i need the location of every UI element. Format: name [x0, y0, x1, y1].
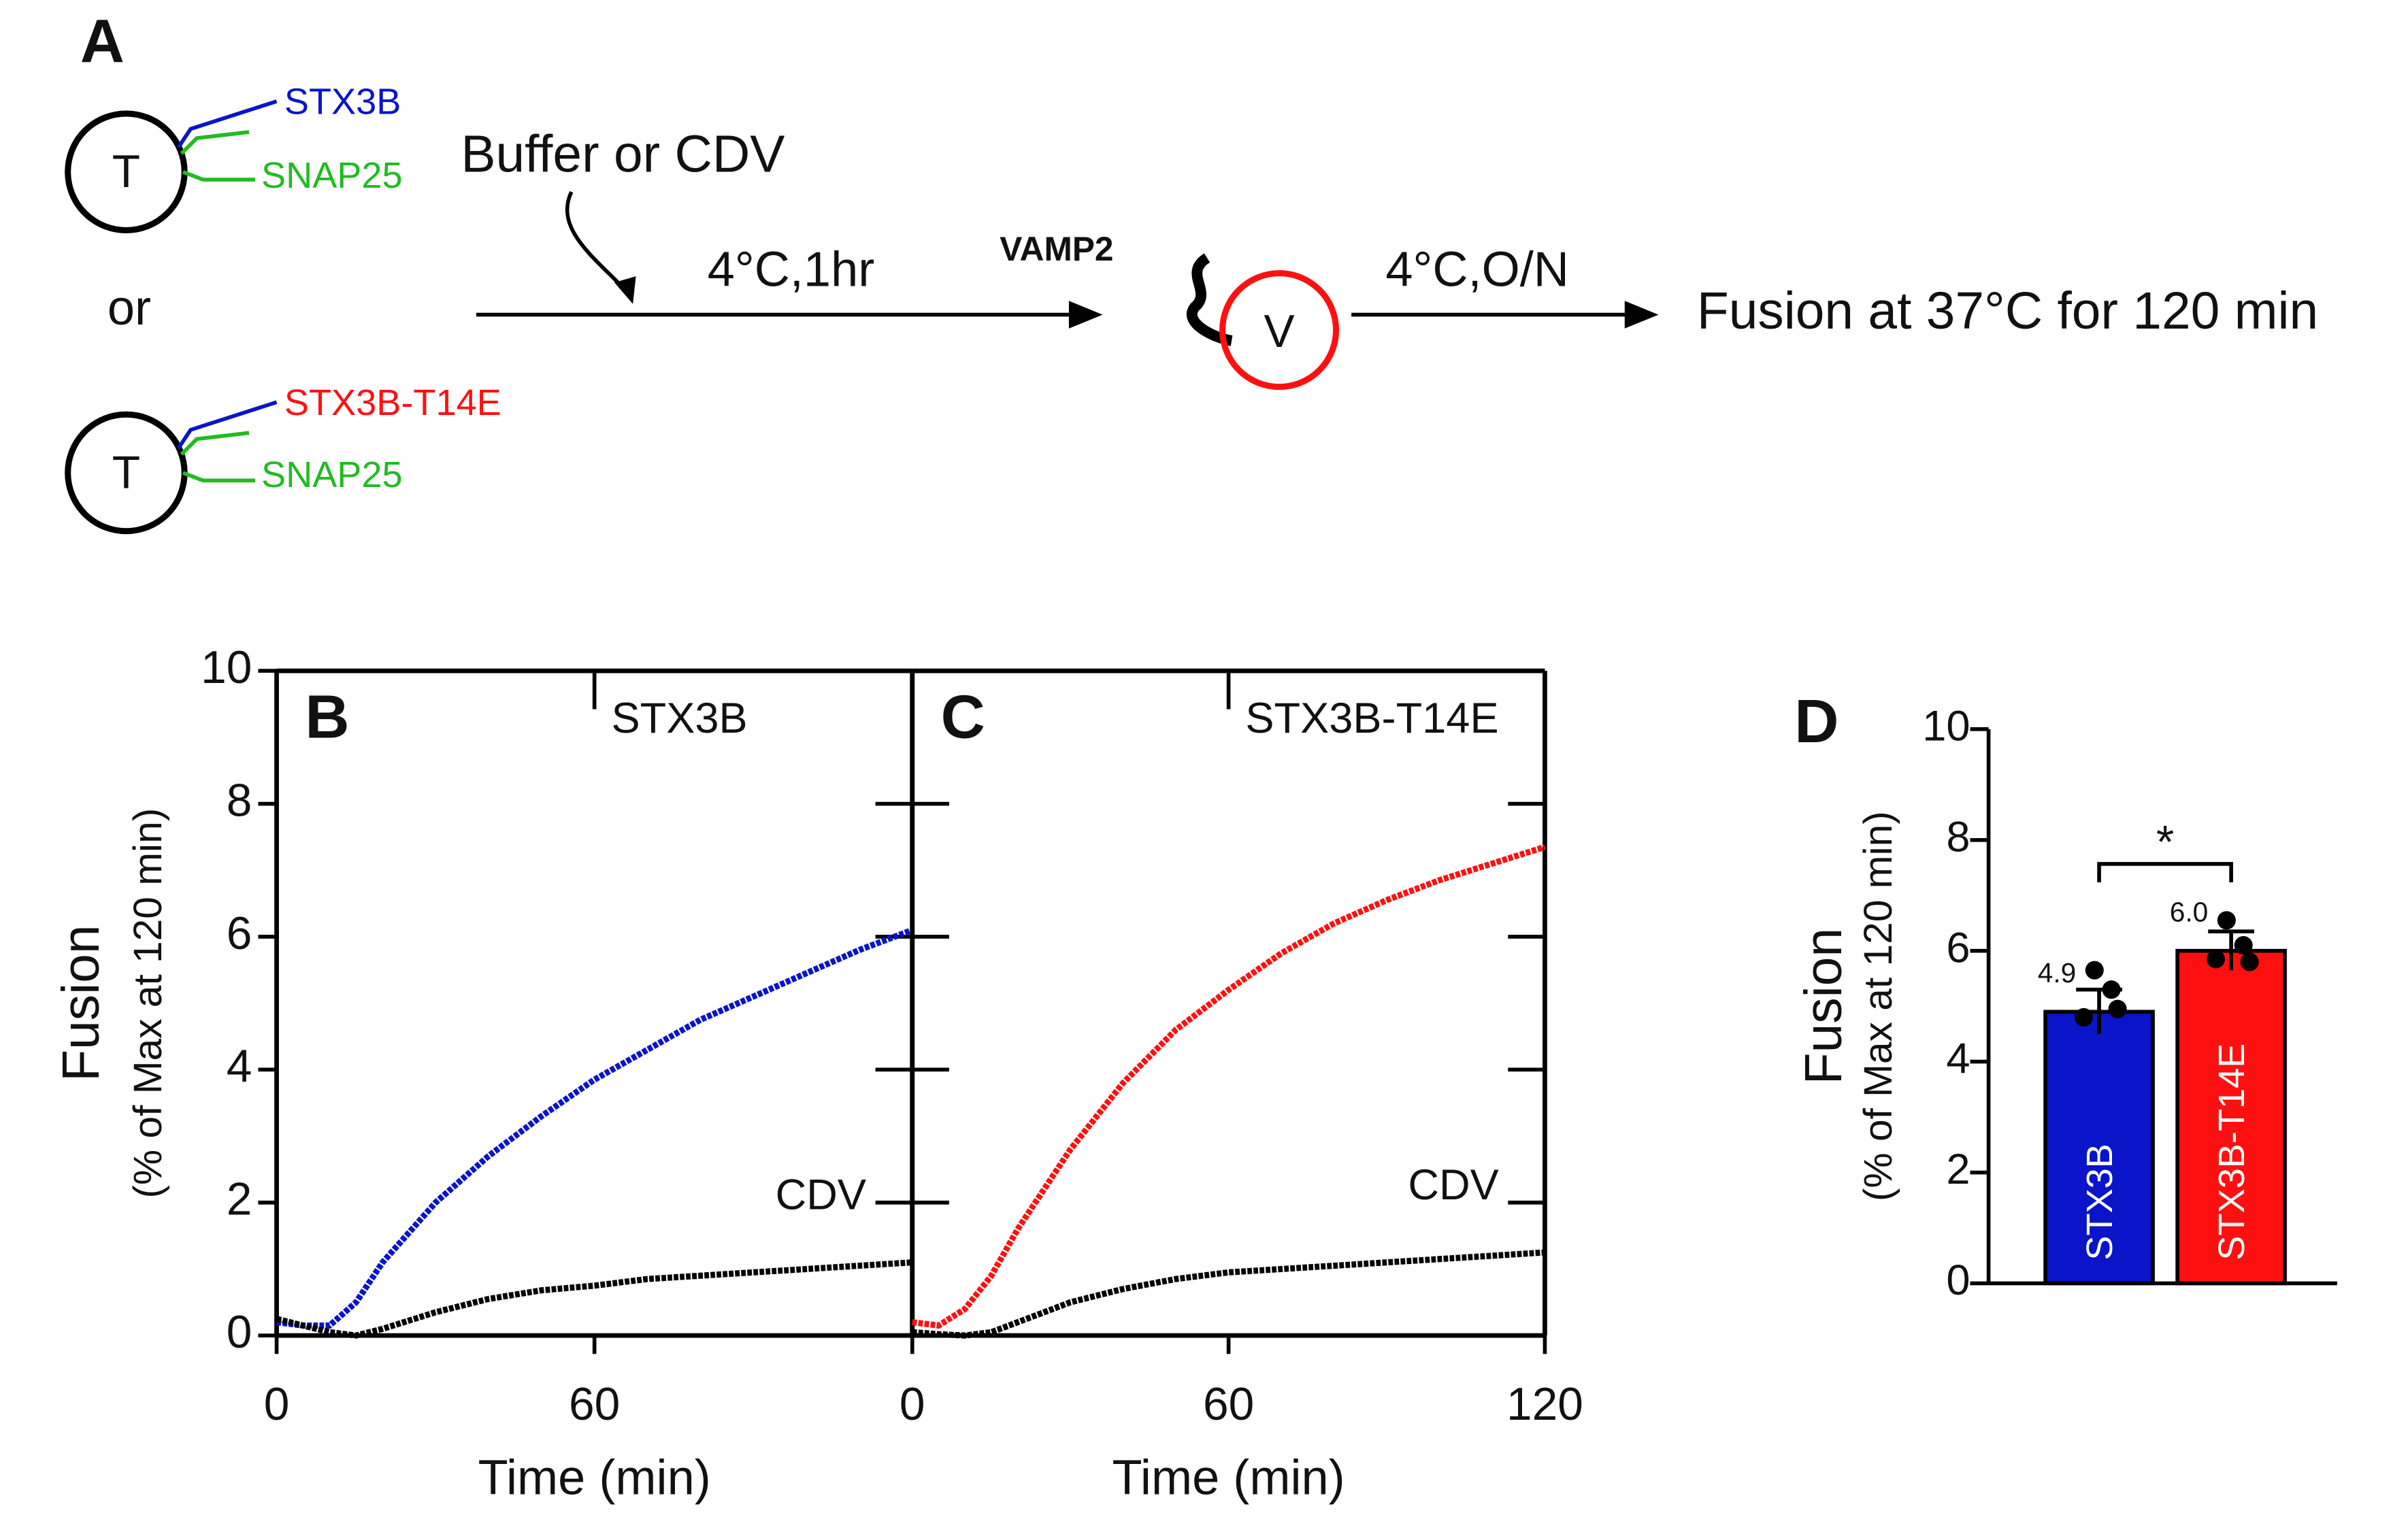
data-point [2234, 935, 2253, 955]
x-tick-label: 0 [264, 1379, 290, 1430]
snap-line [180, 130, 255, 182]
y-axis-label: (% of Max at 120 min) [1856, 811, 1900, 1201]
data-point [2240, 952, 2259, 971]
vsnare-label: VAMP2 [1000, 230, 1113, 268]
x-tick-label: 60 [569, 1379, 620, 1430]
arrow-head [1624, 301, 1659, 329]
x-axis-label: Time (min) [478, 1451, 711, 1505]
panel-a: A T STX3B SNAP25 or T STX3B-T14E SNAP25 … [65, 7, 2318, 535]
snap-label: SNAP25 [261, 454, 403, 495]
y-axis-label: Fusion [52, 925, 110, 1081]
value-label: 4.9 [2038, 957, 2076, 988]
step-label: 4°C,1hr [708, 243, 875, 297]
data-point [2207, 950, 2226, 969]
syntaxin-line [176, 99, 278, 149]
y-axis-label: Fusion [1795, 928, 1853, 1084]
y-tick-label: 10 [201, 642, 252, 693]
y-tick-label: 2 [1946, 1146, 1970, 1193]
v-vesicle [1219, 270, 1340, 390]
panel-label: A [80, 7, 125, 76]
arrow-head [614, 276, 636, 304]
series-label: CDV [1408, 1161, 1498, 1209]
bar [2043, 1010, 2155, 1286]
y-tick-label: 8 [1946, 813, 1970, 861]
data-point [2108, 999, 2127, 1018]
vamp2-shape [1187, 253, 1233, 346]
y-tick-label: 10 [1922, 703, 1970, 750]
t-label: T [112, 146, 140, 197]
series-label: CDV [776, 1171, 866, 1219]
arrow-head [1068, 301, 1103, 329]
y-tick-label: 8 [227, 775, 252, 826]
snap-label: SNAP25 [261, 155, 403, 196]
y-tick-label: 4 [227, 1041, 252, 1092]
y-tick-label: 0 [227, 1307, 252, 1358]
x-tick-label: 0 [900, 1379, 925, 1430]
value-label: 6.0 [2170, 896, 2208, 927]
y-axis-label: (% of Max at 120 min) [126, 808, 170, 1199]
data-point [2074, 1008, 2094, 1027]
significance-label: * [2156, 817, 2174, 868]
syntaxin-line [176, 400, 278, 450]
syntaxin-label: STX3B [284, 82, 401, 122]
series-label: STX3B [611, 695, 747, 742]
data-point [2102, 980, 2121, 999]
snap-line [180, 431, 255, 483]
result-label: Fusion at 37°C for 120 min [1697, 282, 2318, 340]
panel-label: B [305, 682, 349, 751]
y-tick-label: 2 [227, 1174, 252, 1225]
y-tick-label: 6 [227, 908, 252, 959]
y-tick-label: 4 [1946, 1035, 1970, 1082]
panel-label: C [941, 682, 985, 751]
or-label: or [108, 281, 151, 335]
syntaxin-label: STX3B-T14E [284, 382, 501, 423]
t-label: T [112, 447, 140, 498]
panel-label: D [1794, 687, 1838, 756]
add-arrow [565, 190, 629, 293]
data-point [2085, 961, 2104, 980]
data-line [912, 844, 1546, 1329]
x-axis-label: Time (min) [1112, 1451, 1345, 1505]
series-label: STX3B-T14E [1245, 695, 1498, 742]
y-tick-label: 0 [1946, 1256, 1970, 1304]
y-tick-label: 6 [1946, 924, 1970, 971]
data-line [276, 927, 914, 1329]
data-point [2217, 911, 2236, 930]
bar-label: STX3B [2079, 1144, 2120, 1261]
step-label: 4°C,O/N [1385, 243, 1569, 297]
bar-label: STX3B-T14E [2211, 1044, 2252, 1261]
data-line [912, 1249, 1545, 1339]
x-tick-label: 60 [1203, 1379, 1254, 1430]
data-line [276, 1259, 913, 1339]
significance-bracket [2097, 862, 2233, 882]
bar [2175, 948, 2287, 1286]
x-tick-label: 120 [1506, 1379, 1583, 1430]
v-label: V [1264, 306, 1294, 357]
treatment-label: Buffer or CDV [461, 126, 785, 184]
